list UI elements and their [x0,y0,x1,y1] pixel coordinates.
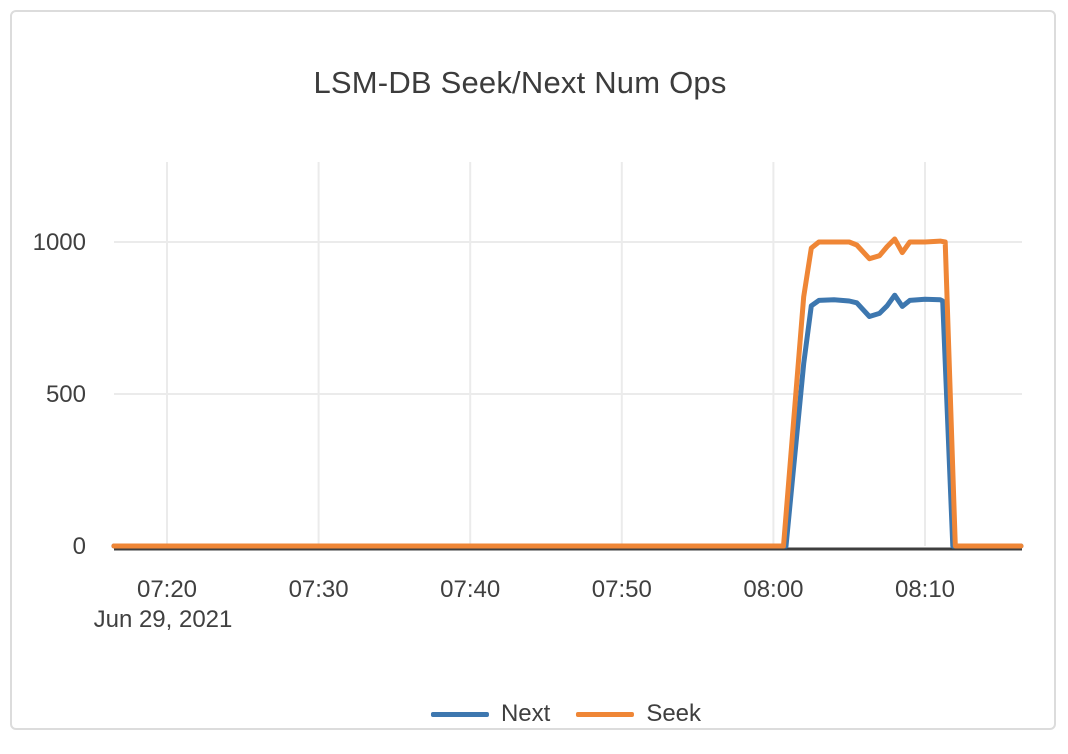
next-line-swatch [430,711,489,717]
y-tick-label: 500 [46,381,86,408]
x-tick-label: 07:50 [592,576,652,603]
chart-card: LSM-DB Seek/Next Num Ops 07:20 07:30 07:… [10,10,1056,730]
x-axis-date-label: Jun 29, 2021 [94,606,233,633]
chart-title: LSM-DB Seek/Next Num Ops [313,65,727,100]
x-tick-label: 08:00 [743,576,803,603]
series-lines [111,236,1024,549]
x-axis-ticks: 07:20 07:30 07:40 07:50 08:00 08:10 [137,576,955,603]
gridlines [114,162,1022,546]
plot-area[interactable]: 07:20 07:30 07:40 07:50 08:00 08:10 Jun … [12,12,1068,754]
legend-item-seek[interactable]: Seek [576,700,701,728]
legend-item-next[interactable]: Next [430,700,551,728]
legend-label-seek: Seek [646,700,702,727]
y-tick-label: 1000 [33,229,86,256]
legend-label-next: Next [500,700,551,727]
x-tick-label: 07:40 [440,576,500,603]
y-axis-ticks: 0 500 1000 [33,229,86,560]
x-tick-label: 07:20 [137,576,197,603]
legend: Next Seek [430,700,701,728]
x-tick-label: 08:10 [895,576,955,603]
y-tick-label: 0 [73,533,86,560]
seek-line-swatch [576,711,635,717]
x-tick-label: 07:30 [289,576,349,603]
